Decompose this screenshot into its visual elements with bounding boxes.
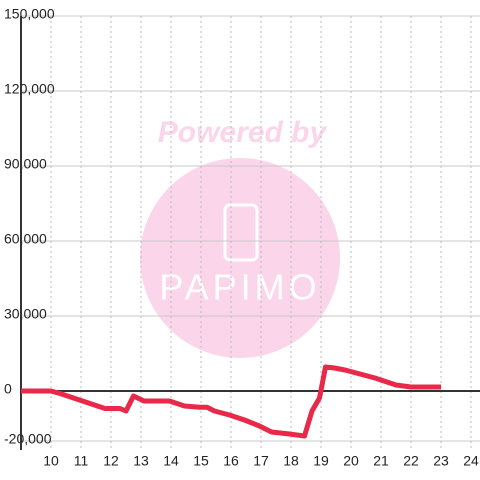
- x-tick-label: 18: [283, 453, 299, 469]
- watermark-icon: [223, 203, 259, 262]
- x-tick-label: 14: [163, 453, 179, 469]
- y-tick-label: 150,000: [4, 6, 55, 22]
- watermark-bottom: PAPIMO: [159, 267, 320, 308]
- x-tick-label: 20: [343, 453, 359, 469]
- y-tick-label: 30,000: [4, 306, 47, 322]
- x-tick-label: 13: [133, 453, 149, 469]
- x-tick-label: 11: [74, 453, 89, 469]
- x-tick-label: 10: [43, 453, 59, 469]
- x-tick-label: 17: [253, 453, 269, 469]
- y-tick-label: 0: [4, 381, 12, 397]
- x-tick-label: 24: [463, 453, 479, 469]
- x-tick-label: 12: [103, 453, 119, 469]
- x-tick-label: 15: [193, 453, 209, 469]
- watermark-top: Powered by: [158, 116, 328, 149]
- x-tick-label: 22: [403, 453, 419, 469]
- y-tick-label: 90,000: [4, 156, 47, 172]
- x-tick-label: 23: [433, 453, 449, 469]
- data-line: [21, 364, 441, 439]
- watermark-circle: [140, 158, 340, 358]
- x-tick-label: 16: [223, 453, 239, 469]
- y-tick-label: 120,000: [4, 81, 55, 97]
- x-tick-label: 21: [373, 453, 389, 469]
- watermark: Powered by PAPIMO: [140, 116, 340, 358]
- y-tick-label: -20,000: [4, 431, 52, 447]
- y-tick-label: 60,000: [4, 231, 47, 247]
- x-tick-label: 19: [313, 453, 329, 469]
